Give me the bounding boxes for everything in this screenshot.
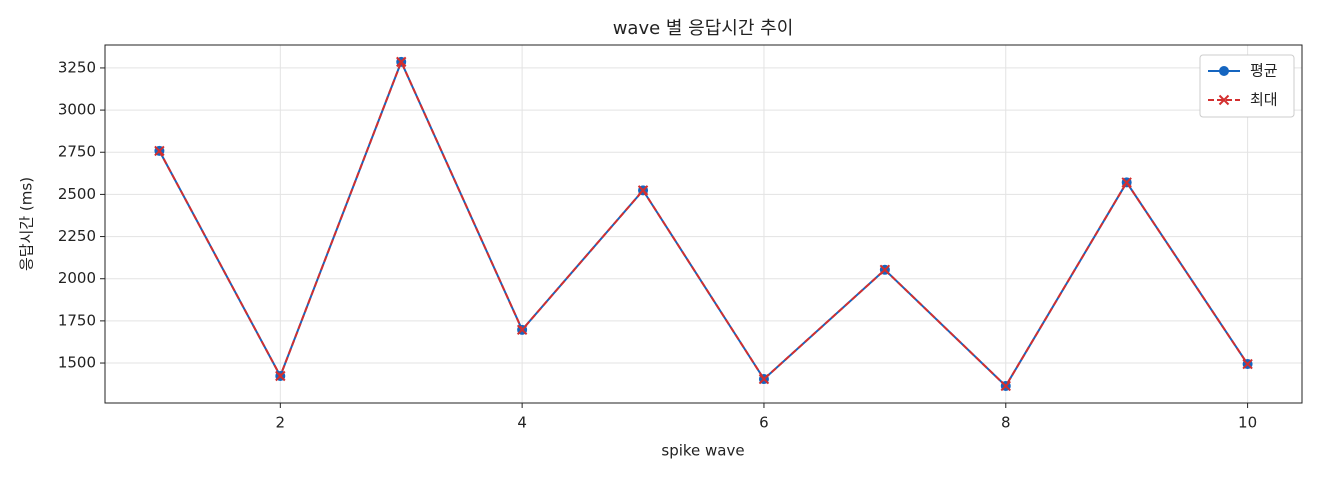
y-tick-label: 3000 <box>58 101 96 119</box>
legend-label: 최대 <box>1250 91 1278 109</box>
legend-marker <box>1219 66 1229 76</box>
y-tick-label: 2000 <box>58 269 96 287</box>
x-tick-label: 10 <box>1238 414 1257 432</box>
y-axis-label: 응답시간 (ms) <box>18 177 36 271</box>
chart-title: wave 별 응답시간 추이 <box>613 18 794 39</box>
plot-frame <box>104 44 1303 404</box>
legend-box <box>1199 54 1295 118</box>
y-tick-label: 2500 <box>58 185 96 203</box>
x-tick-label: 2 <box>276 414 286 432</box>
point-marker <box>1121 177 1132 188</box>
y-tick-label: 1750 <box>58 311 96 329</box>
point-marker <box>637 185 649 196</box>
y-tick-label: 3250 <box>58 58 96 76</box>
x-tick-label: 4 <box>517 414 527 432</box>
point-marker <box>1000 380 1011 392</box>
point-marker <box>154 145 165 157</box>
y-tick-label: 1500 <box>58 354 96 372</box>
series-line <box>158 59 1249 388</box>
point-marker <box>758 373 770 385</box>
x-tick-label: 8 <box>1001 414 1011 432</box>
y-tick-label: 2750 <box>58 143 96 161</box>
x-tick-label: 6 <box>759 414 769 432</box>
point-marker <box>275 370 286 382</box>
x-axis-label: spike wave <box>661 442 744 460</box>
point-marker <box>879 264 891 275</box>
y-tick-label: 2250 <box>58 227 96 245</box>
point-marker <box>396 56 407 68</box>
legend-label: 평균 <box>1250 62 1278 80</box>
point-marker <box>1242 358 1253 370</box>
legend-marker <box>1218 94 1230 106</box>
point-marker <box>516 324 528 336</box>
